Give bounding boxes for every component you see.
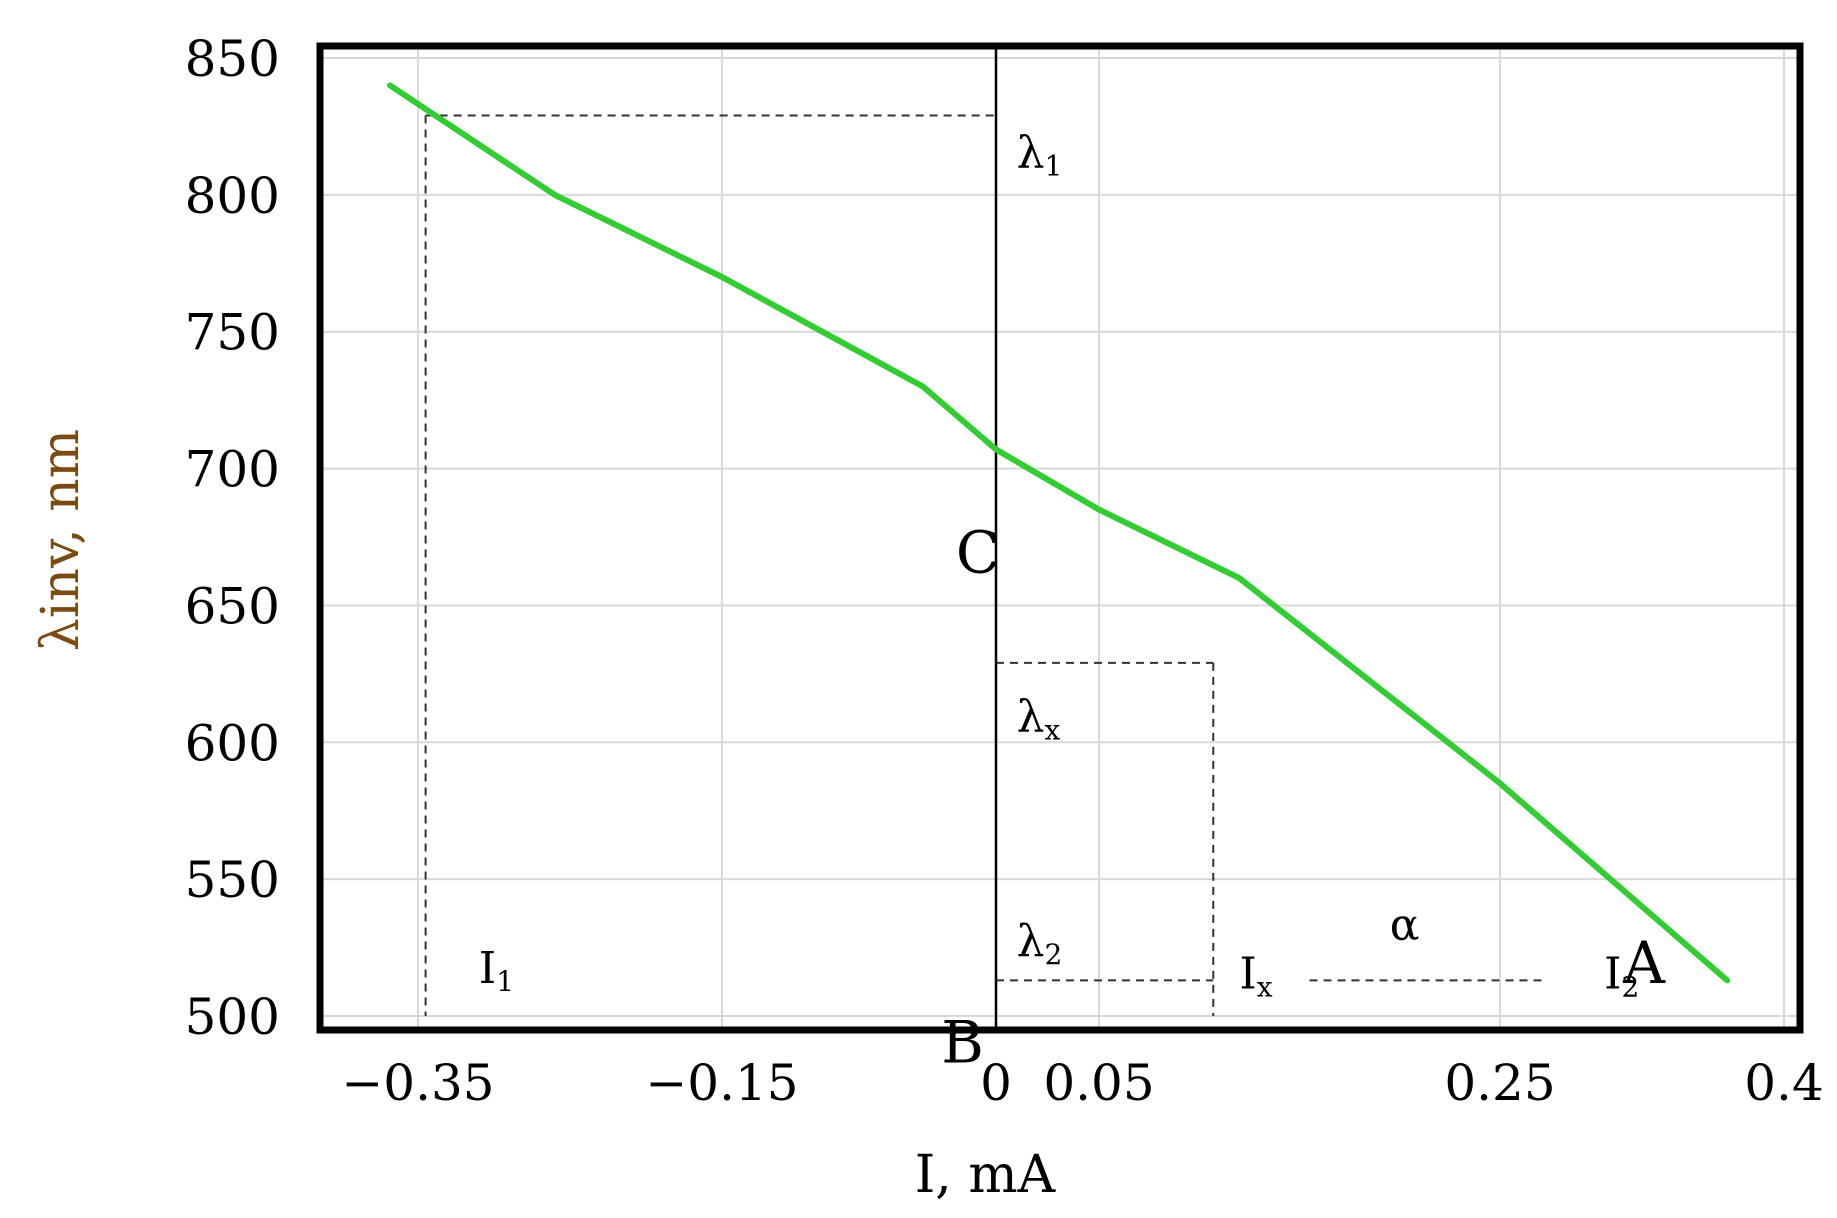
annotation-label: λ1 (1017, 127, 1063, 182)
annotations: λ1 λx λ2 I1 Ix I2 α C A B (479, 127, 1666, 1076)
x-tick-label: 0.4 (1744, 1054, 1824, 1112)
annotation-label: B (941, 1009, 984, 1077)
annotation-label: A (1622, 929, 1666, 997)
y-tick-label: 550 (185, 851, 280, 909)
y-tick-label: 650 (185, 577, 280, 635)
annotation-label: I1 (479, 943, 514, 998)
x-tick-label: −0.15 (645, 1054, 798, 1112)
y-tick-label: 600 (185, 714, 280, 772)
annotation-label: α (1390, 899, 1420, 950)
data-series-line (387, 82, 1731, 984)
x-tick-labels: −0.35 −0.15 0 0.05 0.25 0.4 (341, 1054, 1823, 1112)
annotation-label: C (956, 519, 1000, 587)
x-tick-label: 0.05 (1043, 1054, 1154, 1112)
guide-lines (424, 114, 1548, 1016)
y-tick-labels: 850 800 750 700 650 600 550 500 (185, 30, 280, 1046)
y-tick-label: 800 (185, 167, 280, 225)
plot-frame (316, 42, 1804, 1034)
x-tick-label: 0.25 (1444, 1054, 1555, 1112)
y-tick-label: 700 (185, 441, 280, 499)
annotation-label: λx (1017, 691, 1061, 746)
grid (320, 46, 1800, 1030)
y-tick-label: 500 (185, 988, 280, 1046)
x-tick-label: 0 (980, 1054, 1012, 1112)
annotation-label: I2 (1604, 949, 1639, 1004)
y-tick-label: 850 (185, 30, 280, 88)
y-tick-label: 750 (185, 304, 280, 362)
x-tick-label: −0.35 (341, 1054, 494, 1112)
y-axis-label: λinv, nm (31, 429, 91, 651)
x-axis-label: I, mA (915, 1145, 1057, 1205)
annotation-label: λ2 (1017, 916, 1063, 971)
annotation-label: Ix (1239, 949, 1272, 1004)
